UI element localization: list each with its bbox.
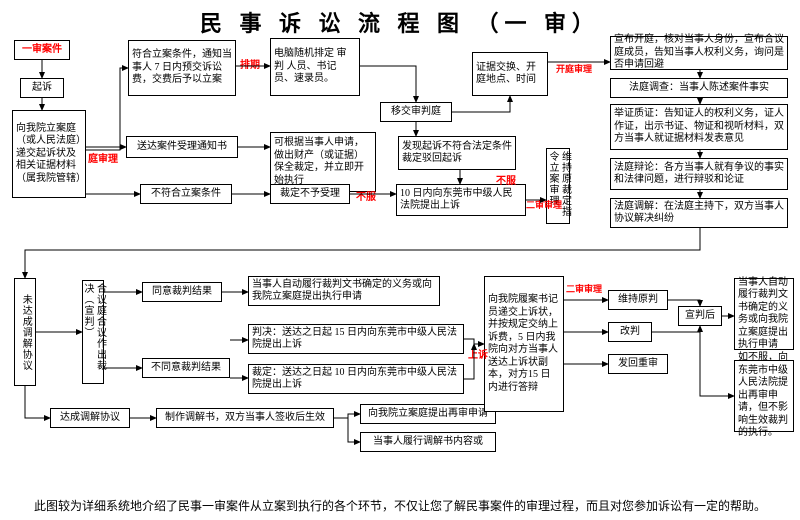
edge-label-l8: 二审审理 <box>566 282 602 295</box>
node-n29: 向我院立案庭提出再审申请 <box>360 404 496 424</box>
edge-label-l2: 排期 <box>240 56 260 71</box>
node-n11: 证据交换、开庭地点、时间 <box>472 52 548 96</box>
arrow-n3-n4 <box>86 68 128 150</box>
node-n24: 当事人自动履行裁判文书确定的义务或向我院立案庭提出执行申请 <box>248 276 440 306</box>
edge-label-l5: 二审审理 <box>526 198 562 211</box>
footer-text: 此图较为详细系统地介绍了民事一审案件从立案到执行的各个环节，不仅让您了解民事案件… <box>0 497 800 514</box>
arrow-n20-n27 <box>25 386 50 418</box>
arrow-n25-n31 <box>464 339 484 344</box>
node-n18: 法庭辩论：各方当事人就有争议的事实和法律问题，进行辩驳和论证 <box>610 158 788 190</box>
node-n25: 判决：送达之日起 15 日内向东莞市中级人民法院提出上诉 <box>248 324 464 354</box>
node-n13: 10 日内向东莞市中级人民法院提出上诉 <box>396 184 526 216</box>
node-n23: 不同意裁判结果 <box>142 358 230 378</box>
edge-label-l3: 不服 <box>356 188 376 203</box>
node-n7: 电脑随机排定 审 判 人员、书记员、速录员。 <box>270 38 360 96</box>
node-n1: 一审案件 <box>14 40 70 60</box>
arrow-n28-n29 <box>334 414 360 418</box>
node-n33: 改判 <box>608 322 652 342</box>
node-n19: 法庭调解：在法庭主持下，双方当事人协议解决纠纷 <box>610 198 788 228</box>
edge-label-l7: 上诉 <box>468 346 488 361</box>
node-n2: 起诉 <box>20 78 64 98</box>
node-n4: 符合立案条件，通知当事人 7 日内预交诉讼费，交费后予以立案 <box>128 40 236 96</box>
node-n35: 宣判后 <box>678 306 722 326</box>
node-n20: 未达成调解协议 <box>14 278 36 386</box>
edge-label-l6: 开庭审理 <box>556 62 592 75</box>
node-n34: 发回重审 <box>608 354 668 374</box>
node-n8: 可根据当事人申请，做出财产（或证据）保全裁定，并立即开始执行 <box>270 132 376 192</box>
node-n22: 同意裁判结果 <box>142 282 222 302</box>
node-n31: 向我院履案书记员递交上诉状，并按规定交纳上诉费，5 日内我院向对方当事人送达上诉… <box>484 276 564 412</box>
arrow-n7-n10 <box>360 66 416 102</box>
node-n17: 举证质证：告知证人的权利义务，证人作证，出示书证、物证和视听材料，双方当事人就证… <box>610 104 788 150</box>
arrow-n33-n35 <box>652 326 700 332</box>
node-n3: 向我院立案庭（或人民法庭）递交起诉状及相关证据材料（属我院管辖） <box>12 110 86 198</box>
arrow-n19-n20 <box>25 228 700 278</box>
node-n9: 裁定不予受理 <box>270 184 350 204</box>
node-n6: 不符合立案条件 <box>140 184 232 204</box>
edge-label-l4: 不服 <box>496 172 516 187</box>
node-n14: 维持原裁定指令立案审理 <box>546 148 570 224</box>
edge-label-l1: 庭审理 <box>88 150 118 165</box>
node-n36: 当事人自动履行裁判文书确定的义务或向我院立案庭提出执行申请 <box>734 278 794 350</box>
node-n28: 制作调解书，双方当事人签收后生效 <box>156 408 334 428</box>
arrow-n10-n11 <box>452 96 510 112</box>
node-n26: 裁定：送达之日起 10 日内向东莞市中级人民法院提出上诉 <box>248 364 464 394</box>
arrow-n35-n37 <box>700 326 734 396</box>
node-n32: 维持原判 <box>608 290 668 310</box>
node-n16: 法庭调查：当事人陈述案件事实 <box>610 78 788 98</box>
node-n27: 达成调解协议 <box>50 408 130 428</box>
node-n30: 当事人履行调解书内容或 <box>360 432 496 452</box>
node-n15: 宣布开庭，核对当事人身份，宣布合议庭成员，告知当事人权利义务，询问是否申请回避 <box>610 36 788 70</box>
node-n12: 发现起诉不符合法定条件裁定驳回起诉 <box>398 136 516 170</box>
node-n37: 如不服，向东莞市中级人民法院提出再审申请，但不影响生效裁判的执行。 <box>734 360 794 432</box>
arrow-n28-n30 <box>334 418 360 442</box>
node-n10: 移交审判庭 <box>380 102 452 122</box>
node-n21: 合议庭合议作出裁决（宣判） <box>82 280 104 384</box>
node-n5: 送达案件受理通知书 <box>126 136 238 158</box>
